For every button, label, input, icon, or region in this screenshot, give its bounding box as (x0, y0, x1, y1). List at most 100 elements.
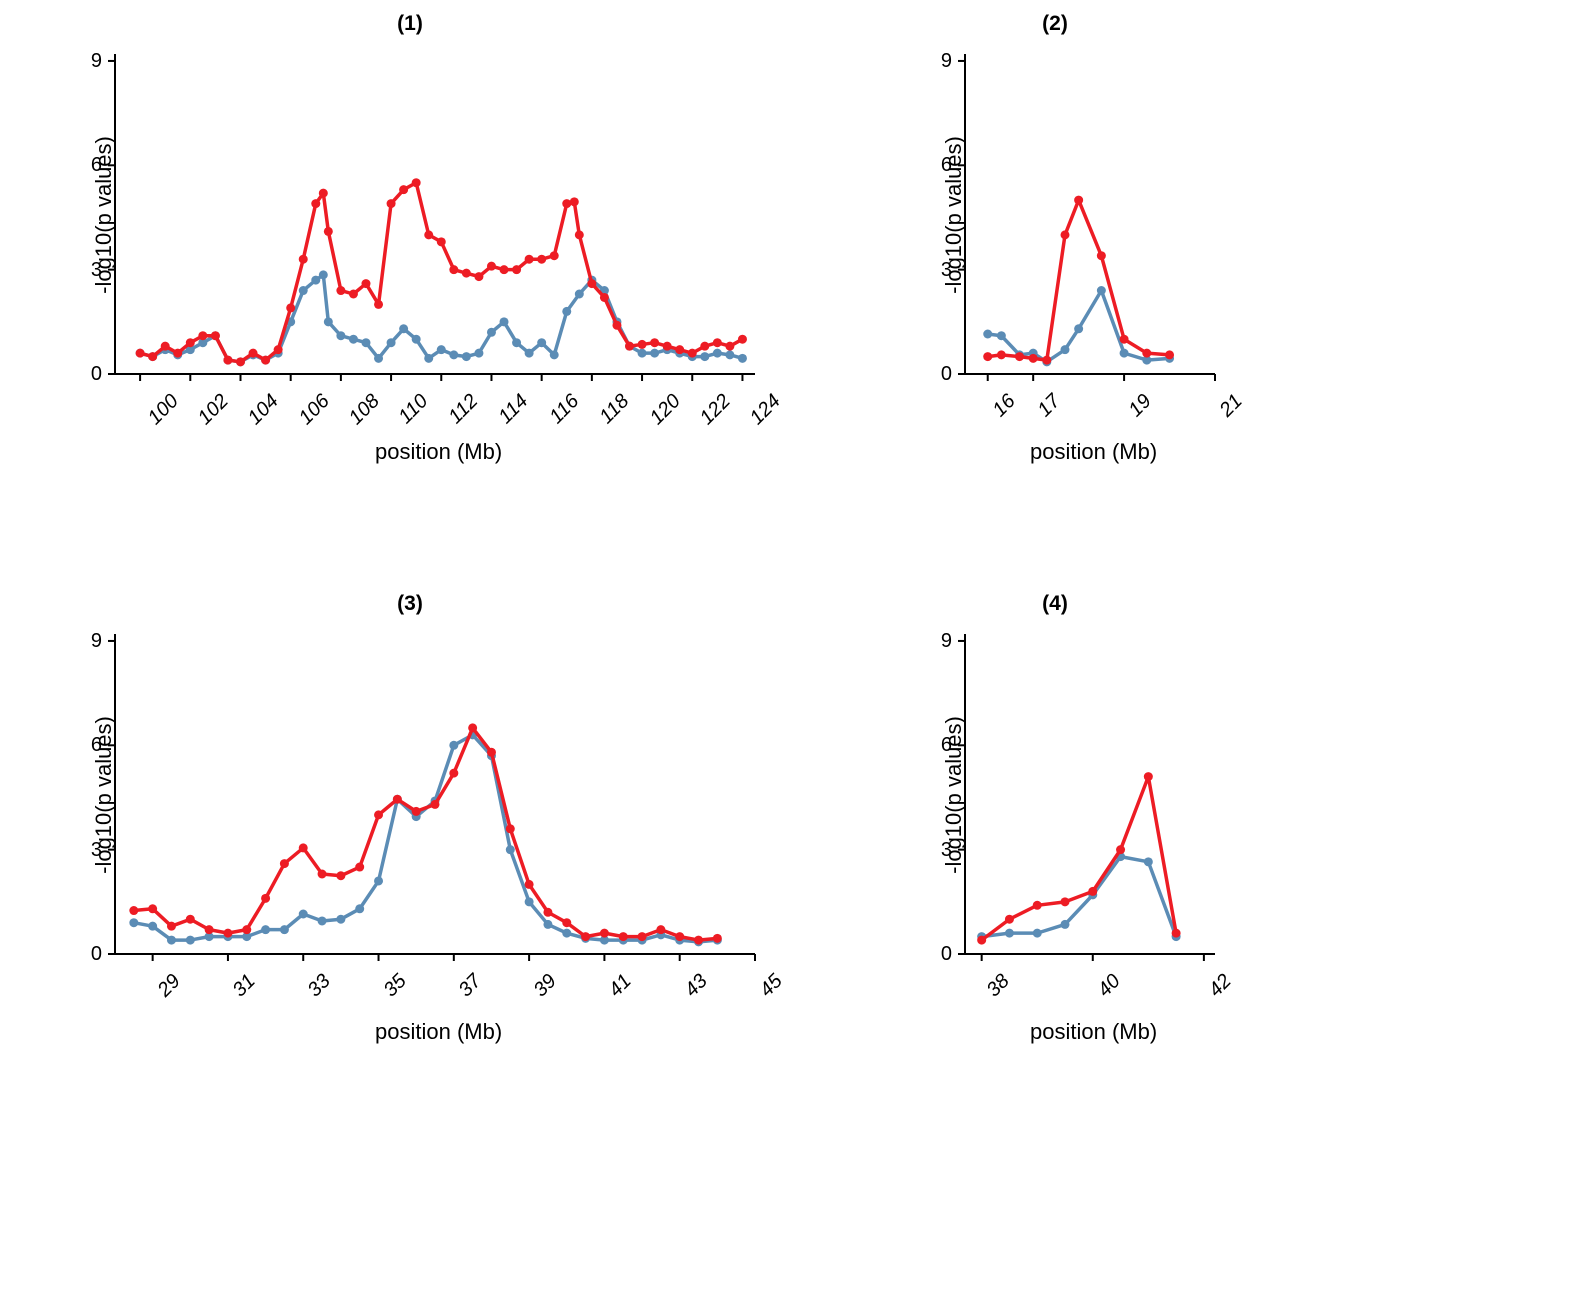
x-tick-label: 16 (988, 390, 1020, 422)
y-tick-label: 0 (930, 943, 952, 966)
series-red-marker (223, 929, 232, 938)
series-red-marker (449, 769, 458, 778)
series-red-marker (186, 338, 195, 347)
series-red-marker (537, 255, 546, 264)
series-blue-marker (997, 331, 1006, 340)
y-tick-label: 6 (80, 154, 102, 177)
x-tick-label: 114 (495, 390, 534, 429)
series-blue-marker (336, 331, 345, 340)
x-axis-label: position (Mb) (1030, 439, 1157, 465)
x-tick-label: 35 (379, 970, 411, 1002)
series-red-marker (1142, 349, 1151, 358)
series-red-line (988, 200, 1170, 360)
x-tick-label: 33 (304, 970, 336, 1002)
series-blue-marker (318, 916, 327, 925)
series-red-marker (249, 349, 258, 358)
series-blue-marker (449, 741, 458, 750)
series-blue-marker (1005, 929, 1014, 938)
x-tick-label: 21 (1216, 390, 1248, 422)
series-red-marker (280, 859, 289, 868)
series-red-marker (487, 748, 496, 757)
x-tick-label: 102 (194, 390, 234, 430)
series-red-marker (600, 293, 609, 302)
series-blue-marker (299, 286, 308, 295)
series-red-marker (638, 932, 647, 941)
series-blue-marker (148, 922, 157, 931)
series-red-marker (612, 321, 621, 330)
series-blue-marker (1097, 286, 1106, 295)
series-blue-marker (336, 915, 345, 924)
series-red-marker (738, 335, 747, 344)
series-red-marker (1144, 772, 1153, 781)
series-blue-marker (575, 290, 584, 299)
series-red-marker (1033, 901, 1042, 910)
series-red-line (134, 728, 718, 940)
x-tick-label: 118 (595, 390, 634, 429)
series-red-marker (223, 356, 232, 365)
series-blue-marker (167, 936, 176, 945)
series-blue-marker (1061, 920, 1070, 929)
series-red-marker (977, 936, 986, 945)
panel-3: (3)-log10(p values)position (Mb)03692931… (20, 600, 800, 1120)
y-tick-label: 0 (930, 363, 952, 386)
series-red-marker (399, 185, 408, 194)
series-red-marker (1074, 196, 1083, 205)
x-tick-label: 39 (530, 970, 562, 1002)
series-blue-marker (437, 345, 446, 354)
series-blue-marker (374, 354, 383, 363)
x-tick-label: 116 (545, 390, 584, 429)
x-tick-label: 112 (445, 390, 484, 429)
series-red-marker (129, 906, 138, 915)
y-tick-label: 6 (80, 734, 102, 757)
series-red-marker (387, 199, 396, 208)
series-red-line (140, 183, 742, 362)
x-axis-label: position (Mb) (375, 1019, 502, 1045)
series-red-marker (1061, 230, 1070, 239)
series-blue-marker (738, 354, 747, 363)
series-red-marker (562, 918, 571, 927)
series-red-marker (136, 349, 145, 358)
series-red-marker (374, 810, 383, 819)
x-tick-label: 120 (646, 390, 686, 430)
series-red-marker (619, 932, 628, 941)
series-red-marker (983, 352, 992, 361)
series-red-marker (500, 265, 509, 274)
series-blue-marker (311, 276, 320, 285)
series-red-marker (336, 286, 345, 295)
series-blue-marker (319, 270, 328, 279)
series-blue-marker (638, 349, 647, 358)
x-tick-label: 31 (228, 970, 260, 1002)
series-blue-marker (500, 317, 509, 326)
series-red-marker (656, 925, 665, 934)
series-red-marker (412, 178, 421, 187)
series-blue-marker (387, 338, 396, 347)
series-red-marker (474, 272, 483, 281)
y-tick-label: 3 (930, 839, 952, 862)
series-red-marker (525, 255, 534, 264)
series-blue-marker (374, 876, 383, 885)
series-red-marker (1015, 352, 1024, 361)
x-tick-label: 45 (756, 970, 788, 1002)
series-red-marker (374, 300, 383, 309)
x-tick-label: 110 (394, 390, 433, 429)
series-red-marker (1120, 335, 1129, 344)
x-tick-label: 100 (144, 390, 184, 430)
series-blue-marker (543, 920, 552, 929)
series-red-marker (261, 894, 270, 903)
series-blue-marker (1144, 857, 1153, 866)
panel-1: (1)-log10(p values)position (Mb)03691001… (20, 20, 800, 540)
series-red-marker (274, 345, 283, 354)
series-blue-marker (525, 349, 534, 358)
series-blue-marker (562, 307, 571, 316)
series-red-marker (324, 227, 333, 236)
series-red-marker (675, 932, 684, 941)
figure-grid: (1)-log10(p values)position (Mb)03691001… (20, 20, 1595, 1289)
x-tick-label: 124 (746, 390, 786, 430)
series-red-marker (713, 338, 722, 347)
series-blue-marker (280, 925, 289, 934)
series-blue-marker (349, 335, 358, 344)
series-red-marker (600, 929, 609, 938)
series-blue-marker (412, 335, 421, 344)
series-red-marker (581, 932, 590, 941)
series-blue-marker (424, 354, 433, 363)
